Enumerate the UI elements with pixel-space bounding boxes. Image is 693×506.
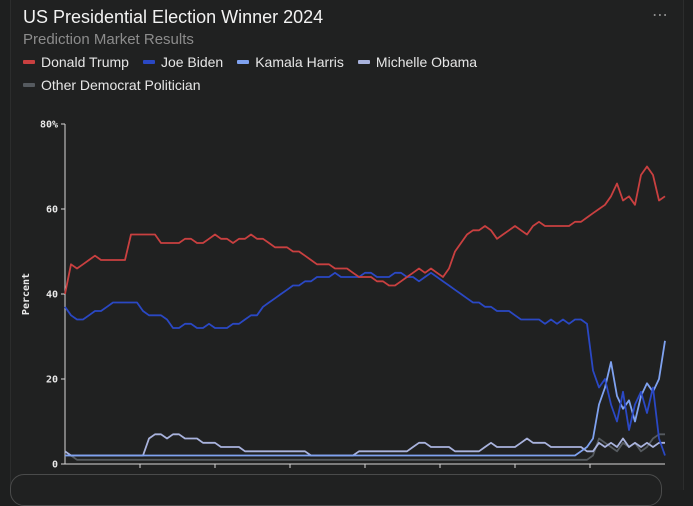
series-line: [64, 271, 666, 456]
legend-swatch: [357, 60, 370, 64]
legend-item[interactable]: Other Democrat Politician: [23, 77, 201, 93]
legend-item[interactable]: Donald Trump: [23, 54, 129, 70]
legend-swatch: [237, 60, 250, 64]
bottom-input-bar[interactable]: [10, 474, 662, 506]
legend-label: Joe Biden: [160, 54, 224, 70]
more-options-icon[interactable]: ⋯: [652, 7, 669, 24]
legend-swatch: [23, 83, 35, 87]
legend-label: Michelle Obama: [375, 54, 478, 70]
legend-item[interactable]: Joe Biden: [142, 54, 224, 70]
line-chart: 0 20 40 60 80% Percent: [21, 120, 666, 471]
chart-card: US Presidential Election Winner 2024 Pre…: [10, 0, 684, 490]
legend-swatch: [142, 60, 155, 64]
y-tick-label: 60: [46, 205, 58, 216]
y-tick-label: 80%: [40, 120, 58, 131]
series-line: [65, 433, 665, 461]
chart-legend: Donald Trump Joe Biden Kamala Harris Michel…: [23, 54, 663, 93]
legend-label: Kamala Harris: [255, 54, 344, 70]
legend-label: Other Democrat Politician: [41, 77, 201, 93]
legend-label: Donald Trump: [41, 54, 129, 70]
y-tick-label: 40: [46, 290, 58, 301]
legend-swatch: [23, 60, 35, 64]
series-line: [64, 433, 665, 457]
chart-subtitle: Prediction Market Results: [23, 31, 194, 48]
series-line: [64, 165, 666, 295]
legend-item[interactable]: Kamala Harris: [237, 54, 344, 70]
y-tick-label: 20: [46, 375, 58, 386]
series-line: [65, 340, 666, 457]
y-axis-title: Percent: [21, 273, 32, 315]
chart-title: US Presidential Election Winner 2024: [23, 7, 324, 27]
y-tick-label: 0: [52, 460, 58, 471]
legend-item[interactable]: Michelle Obama: [357, 54, 478, 70]
